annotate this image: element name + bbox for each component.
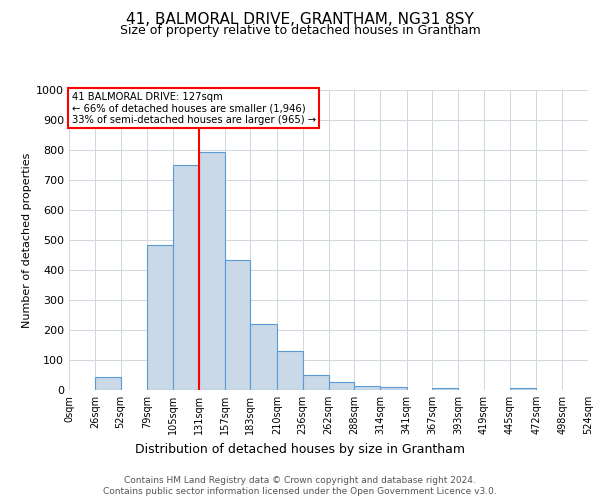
Text: 41, BALMORAL DRIVE, GRANTHAM, NG31 8SY: 41, BALMORAL DRIVE, GRANTHAM, NG31 8SY (126, 12, 474, 28)
Text: Size of property relative to detached houses in Grantham: Size of property relative to detached ho… (119, 24, 481, 37)
Text: Contains HM Land Registry data © Crown copyright and database right 2024.: Contains HM Land Registry data © Crown c… (124, 476, 476, 485)
Bar (199, 152, 224, 390)
Bar (250, 324, 277, 390)
Bar (354, 386, 380, 390)
Bar (224, 260, 250, 390)
Text: Distribution of detached houses by size in Grantham: Distribution of detached houses by size … (135, 442, 465, 456)
Bar (433, 388, 458, 390)
Bar (380, 387, 407, 390)
Bar (329, 382, 354, 390)
Bar (510, 388, 536, 390)
Bar (95, 376, 121, 390)
Y-axis label: Number of detached properties: Number of detached properties (22, 152, 32, 328)
Text: Contains public sector information licensed under the Open Government Licence v3: Contains public sector information licen… (103, 488, 497, 496)
Text: 41 BALMORAL DRIVE: 127sqm
← 66% of detached houses are smaller (1,946)
33% of se: 41 BALMORAL DRIVE: 127sqm ← 66% of detac… (71, 92, 316, 124)
Bar (277, 351, 303, 390)
Bar (303, 375, 329, 390)
Bar (147, 244, 173, 390)
Bar (173, 165, 199, 390)
